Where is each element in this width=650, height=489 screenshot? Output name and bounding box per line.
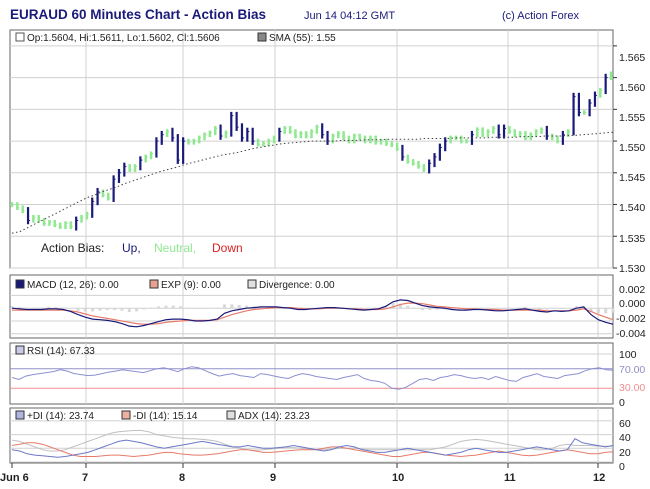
- x-tick-label: 11: [504, 472, 516, 484]
- bias-legend-label: Action Bias:: [41, 241, 104, 255]
- grid-layer: [10, 30, 617, 468]
- plus-di-line: [11, 438, 614, 458]
- dmi-tick-label: 60: [619, 418, 631, 430]
- exp-legend-text: EXP (9): 0.00: [161, 280, 221, 291]
- macd-legend-text: MACD (12, 26): 0.00: [27, 280, 119, 291]
- sma-line: [11, 131, 614, 234]
- divergence-legend-swatch: [247, 279, 257, 289]
- rsi-tick-label-upper: 70.00: [619, 364, 645, 376]
- plus-di-legend-swatch: [15, 410, 25, 420]
- rsi-tick-label: 100: [619, 349, 637, 361]
- price-tick-label: 1.535: [619, 233, 645, 245]
- sma-legend-text: SMA (55): 1.55: [269, 33, 336, 44]
- adx-legend-text: ADX (14): 23.23: [238, 411, 310, 422]
- macd-panel-frame: [9, 274, 614, 339]
- x-tick-label: Jun 6: [0, 472, 29, 484]
- plus-di-legend-text: +DI (14): 23.74: [27, 411, 94, 422]
- price-tick-label: 1.560: [619, 82, 645, 94]
- x-tick-label: 8: [179, 472, 185, 484]
- price-tick-label: 1.540: [619, 202, 645, 214]
- dmi-tick-label: 20: [619, 447, 631, 459]
- chart-timestamp: Jun 14 04:12 GMT: [304, 10, 395, 22]
- minus-di-legend-swatch: [121, 410, 131, 420]
- x-tick-label: 12: [593, 472, 605, 484]
- price-tick-label: 1.550: [619, 142, 645, 154]
- macd-line: [11, 299, 614, 328]
- price-tick-label: 1.545: [619, 172, 645, 184]
- bias-legend-up: Up,: [122, 241, 141, 255]
- price-panel-frame: [9, 29, 614, 269]
- bias-legend-down: Down: [212, 241, 243, 255]
- dmi-tick-label: 0: [619, 461, 625, 473]
- macd-tick-label: -0.002: [616, 313, 646, 325]
- price-tick-label: 1.565: [619, 52, 645, 64]
- rsi-legend-text: RSI (14): 67.33: [27, 346, 95, 357]
- macd-tick-label: 0.000: [619, 298, 645, 310]
- rsi-line: [11, 366, 614, 390]
- price-tick-label: 1.555: [619, 112, 645, 124]
- chart-title: EURAUD 60 Minutes Chart - Action Bias: [10, 7, 266, 22]
- macd-tick-label: 0.002: [619, 284, 645, 296]
- exp-legend-swatch: [149, 279, 159, 289]
- plot-layer: [10, 71, 615, 458]
- ohlc-legend-swatch: [15, 32, 25, 42]
- x-tick-label: 7: [82, 472, 88, 484]
- bias-legend-neutral: Neutral,: [154, 241, 196, 255]
- divergence-legend-text: Divergence: 0.00: [259, 280, 335, 291]
- rsi-panel-frame: [9, 342, 614, 405]
- chart-copyright: (c) Action Forex: [502, 10, 580, 22]
- adx-legend-swatch: [226, 410, 236, 420]
- sma-legend-swatch: [257, 32, 267, 42]
- x-tick-label: 10: [392, 472, 404, 484]
- minus-di-line: [11, 442, 614, 458]
- rsi-tick-label-lower: 30.00: [619, 382, 645, 394]
- rsi-legend-swatch: [15, 345, 25, 355]
- macd-tick-label: -0.004: [616, 328, 646, 340]
- rsi-tick-label: 0: [619, 397, 625, 409]
- ohlc-legend-text: Op:1.5604, Hi:1.5611, Lo:1.5602, Cl:1.56…: [27, 33, 220, 44]
- macd-legend-swatch: [15, 279, 25, 289]
- minus-di-legend-text: -DI (14): 15.14: [133, 411, 198, 422]
- price-tick-label: 1.530: [619, 263, 645, 275]
- x-tick-label: 9: [270, 472, 276, 484]
- dmi-tick-label: 40: [619, 432, 631, 444]
